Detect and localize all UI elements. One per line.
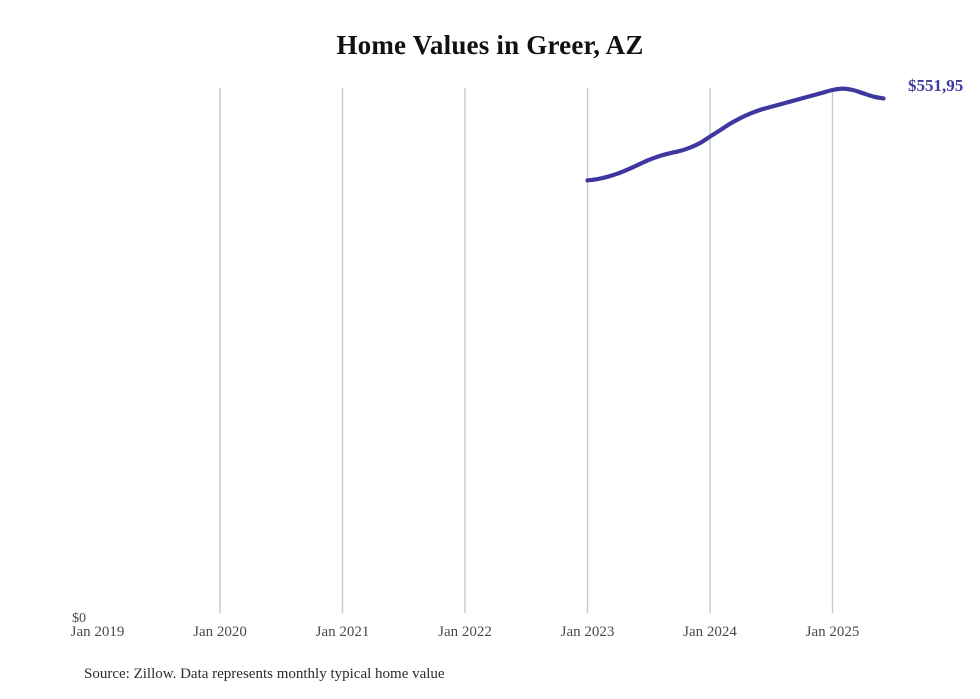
x-tick-jan-2025: Jan 2025 xyxy=(805,624,860,640)
gridlines-group xyxy=(219,88,834,613)
y-tick-zero: $0 xyxy=(72,611,86,626)
x-tick-jan-2024: Jan 2024 xyxy=(683,624,737,640)
chart-title: Home Values in Greer, AZ xyxy=(336,30,644,60)
x-tick-jan-2023: Jan 2023 xyxy=(560,624,615,640)
x-tick-jan-2022: Jan 2022 xyxy=(438,624,492,640)
source-note: Source: Zillow. Data represents monthly … xyxy=(84,666,445,682)
end-value-label: $551,95 xyxy=(908,76,964,95)
x-tick-jan-2019: Jan 2019 xyxy=(70,624,125,640)
x-tick-jan-2020: Jan 2020 xyxy=(193,624,247,640)
x-tick-jan-2021: Jan 2021 xyxy=(315,624,370,640)
series-line-typical-home-value xyxy=(585,86,886,183)
